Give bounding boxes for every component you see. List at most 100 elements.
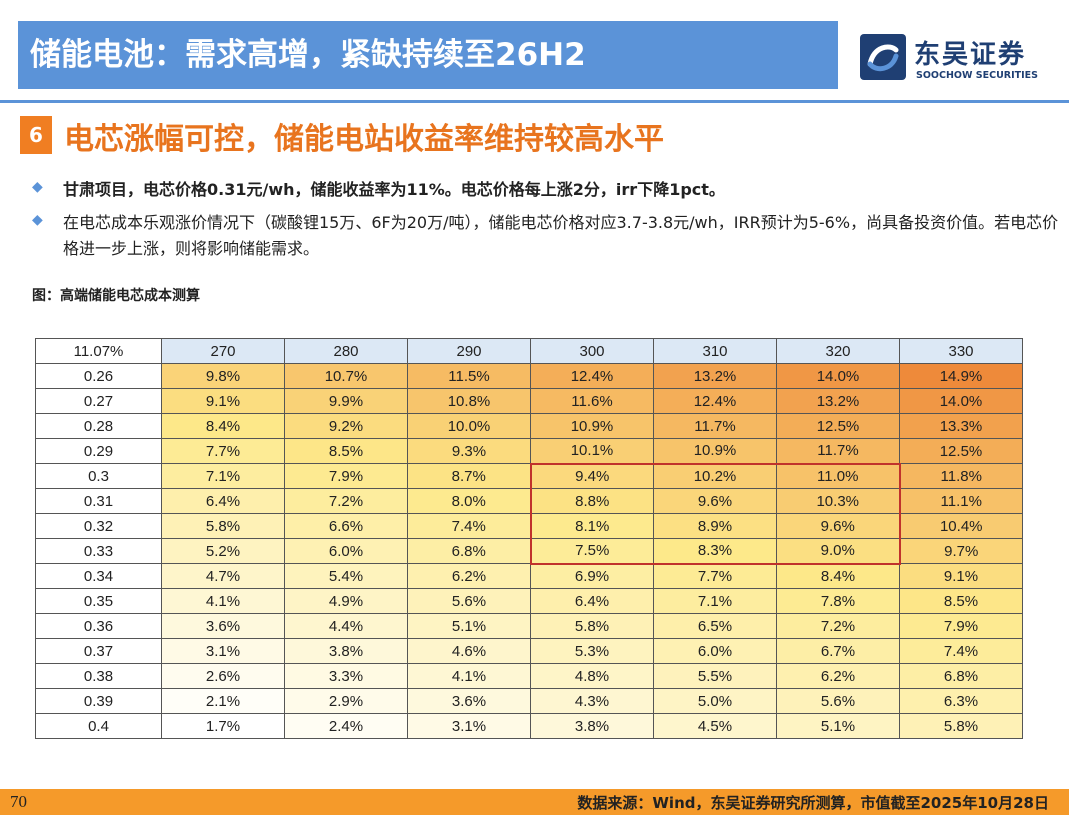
heatmap-cell: 7.7%: [653, 563, 777, 589]
heatmap-cell: 5.1%: [776, 713, 900, 739]
heatmap-cell: 3.3%: [284, 663, 408, 689]
row-header: 0.39: [35, 688, 162, 714]
row-header: 0.32: [35, 513, 162, 539]
heatmap-cell: 4.1%: [161, 588, 285, 614]
heatmap-cell: 2.6%: [161, 663, 285, 689]
heatmap-cell: 3.8%: [530, 713, 654, 739]
table-row: 0.32 5.8% 6.6% 7.4% 8.1% 8.9% 9.6% 10.4%: [35, 513, 1023, 539]
heatmap-cell: 7.7%: [161, 438, 285, 464]
heatmap-cell: 5.6%: [407, 588, 531, 614]
column-header: 280: [284, 338, 408, 364]
heatmap-cell: 10.9%: [530, 413, 654, 439]
heatmap-cell: 12.5%: [776, 413, 900, 439]
row-header: 0.34: [35, 563, 162, 589]
heatmap-cell: 11.6%: [530, 388, 654, 414]
heatmap-cell: 3.6%: [161, 613, 285, 639]
heatmap-cell: 9.7%: [899, 538, 1023, 564]
heatmap-cell: 9.1%: [161, 388, 285, 414]
heatmap-cell: 8.4%: [161, 413, 285, 439]
figure-caption: 图：高端储能电芯成本测算: [32, 288, 200, 304]
row-header: 0.4: [35, 713, 162, 739]
page-title: 储能电池：需求高增，紧缺持续至26H2: [18, 21, 838, 89]
heatmap-cell: 4.6%: [407, 638, 531, 664]
diamond-bullet-icon: ◆: [32, 179, 43, 195]
heatmap-cell: 5.2%: [161, 538, 285, 564]
table-row: 0.38 2.6% 3.3% 4.1% 4.8% 5.5% 6.2% 6.8%: [35, 663, 1023, 689]
heatmap-cell: 13.3%: [899, 413, 1023, 439]
heatmap-cell: 7.2%: [776, 613, 900, 639]
footer-bar: 70 数据来源：Wind，东吴证券研究所测算，市值截至2025年10月28日: [0, 789, 1069, 815]
heatmap-cell: 5.5%: [653, 663, 777, 689]
heatmap-cell: 14.9%: [899, 363, 1023, 389]
heatmap-cell: 7.5%: [529, 538, 654, 565]
heatmap-cell: 8.1%: [529, 513, 654, 539]
heatmap-cell: 7.1%: [161, 463, 285, 489]
heatmap-cell: 7.4%: [407, 513, 531, 539]
heatmap-cell: 4.4%: [284, 613, 408, 639]
heatmap-cell: 5.8%: [899, 713, 1023, 739]
table-row: 0.26 9.8% 10.7% 11.5% 12.4% 13.2% 14.0% 14.9%: [35, 363, 1023, 389]
table-row: 0.37 3.1% 3.8% 4.6% 5.3% 6.0% 6.7% 7.4%: [35, 638, 1023, 664]
heatmap-cell: 10.3%: [776, 488, 901, 514]
heatmap-cell: 7.2%: [284, 488, 408, 514]
table-row: 0.3 7.1% 7.9% 8.7% 9.4% 10.2% 11.0% 11.8%: [35, 462, 1023, 489]
heatmap-cell: 7.1%: [653, 588, 777, 614]
column-header: 320: [776, 338, 900, 364]
header-divider: [0, 100, 1069, 103]
logo-english-name: SOOCHOW SECURITIES: [916, 70, 1038, 81]
table-row: 0.34 4.7% 5.4% 6.2% 6.9% 7.7% 8.4% 9.1%: [35, 563, 1023, 589]
table-row: 0.36 3.6% 4.4% 5.1% 5.8% 6.5% 7.2% 7.9%: [35, 613, 1023, 639]
heatmap-cell: 11.5%: [407, 363, 531, 389]
heatmap-cell: 9.1%: [899, 563, 1023, 589]
heatmap-cell: 10.9%: [653, 438, 777, 464]
heatmap-cell: 5.1%: [407, 613, 531, 639]
column-header: 330: [899, 338, 1023, 364]
table-row: 0.31 6.4% 7.2% 8.0% 8.8% 9.6% 10.3% 11.1%: [35, 488, 1023, 514]
heatmap-cell: 9.0%: [776, 538, 901, 565]
heatmap-cell: 12.4%: [653, 388, 777, 414]
column-header: 290: [407, 338, 531, 364]
table-header-row: 11.07% 270 280 290 300 310 320 330: [35, 338, 1023, 364]
bullet-text: 在电芯成本乐观涨价情况下（碳酸锂15万、6F为20万/吨），储能电芯价格对应3.…: [63, 213, 1059, 258]
row-header: 0.36: [35, 613, 162, 639]
heatmap-cell: 5.6%: [776, 688, 900, 714]
row-header: 0.27: [35, 388, 162, 414]
page-number: 70: [10, 792, 27, 811]
heatmap-cell: 10.2%: [653, 462, 777, 489]
table-row: 0.29 7.7% 8.5% 9.3% 10.1% 10.9% 11.7% 12.5%: [35, 438, 1023, 464]
heatmap-cell: 6.5%: [653, 613, 777, 639]
heatmap-cell: 3.8%: [284, 638, 408, 664]
heatmap-cell: 13.2%: [653, 363, 777, 389]
heatmap-cell: 5.8%: [530, 613, 654, 639]
diamond-bullet-icon: ◆: [32, 212, 43, 228]
heatmap-cell: 3.6%: [407, 688, 531, 714]
heatmap-cell: 12.5%: [899, 438, 1023, 464]
heatmap-cell: 11.7%: [653, 413, 777, 439]
heatmap-cell: 6.8%: [407, 538, 531, 564]
heatmap-cell: 8.8%: [529, 488, 654, 514]
heatmap-cell: 10.0%: [407, 413, 531, 439]
row-header: 0.3: [35, 463, 162, 489]
heatmap-cell: 6.7%: [776, 638, 900, 664]
heatmap-cell: 5.4%: [284, 563, 408, 589]
heatmap-cell: 1.7%: [161, 713, 285, 739]
heatmap-cell: 8.7%: [407, 463, 531, 489]
heatmap-cell: 6.2%: [407, 563, 531, 589]
company-logo: 东吴证券 SOOCHOW SECURITIES: [860, 34, 1060, 84]
heatmap-cell: 10.4%: [899, 513, 1023, 539]
row-header: 0.29: [35, 438, 162, 464]
section-number: 6: [20, 116, 52, 154]
heatmap-cell: 4.5%: [653, 713, 777, 739]
logo-chinese-name: 东吴证券: [914, 40, 1027, 70]
row-header: 0.38: [35, 663, 162, 689]
heatmap-cell: 9.9%: [284, 388, 408, 414]
heatmap-cell: 4.3%: [530, 688, 654, 714]
heatmap-cell: 6.4%: [161, 488, 285, 514]
heatmap-cell: 4.8%: [530, 663, 654, 689]
bullet-text: 甘肃项目，电芯价格0.31元/wh，储能收益率为11%。电芯价格每上涨2分，ir…: [63, 180, 725, 199]
heatmap-cell: 6.6%: [284, 513, 408, 539]
heatmap-cell: 9.8%: [161, 363, 285, 389]
heatmap-cell: 2.1%: [161, 688, 285, 714]
heatmap-cell: 8.4%: [776, 563, 900, 589]
heatmap-cell: 8.9%: [653, 513, 777, 539]
